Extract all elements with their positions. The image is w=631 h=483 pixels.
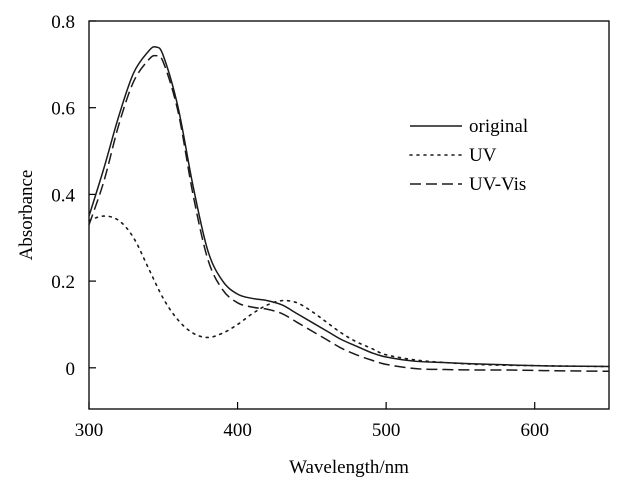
legend-label: UV-Vis — [469, 174, 526, 195]
x-tick-label: 300 — [75, 420, 104, 441]
x-tick-labels: 300 400 500 600 — [75, 420, 549, 441]
x-axis-label: Wavelength/nm — [289, 457, 409, 478]
x-tick-label: 400 — [223, 420, 252, 441]
y-tick-label: 0.8 — [51, 12, 75, 33]
legend-label: original — [469, 116, 528, 137]
legend: original UV UV-Vis — [409, 116, 528, 195]
y-tick-label: 0 — [66, 359, 76, 380]
y-tick-label: 0.2 — [51, 272, 75, 293]
x-tick-label: 500 — [372, 420, 401, 441]
y-axis-label: Absorbance — [16, 170, 37, 261]
series-line-original — [88, 46, 610, 368]
series-line-uv-vis — [88, 54, 610, 373]
plot-frame — [88, 20, 610, 410]
y-tick-label: 0.4 — [51, 185, 75, 206]
legend-label: UV — [469, 145, 497, 166]
series-line-uv — [88, 215, 610, 368]
y-tick-label: 0.6 — [51, 99, 75, 120]
series-lines — [88, 46, 610, 373]
y-tick-labels: 0 0.2 0.4 0.6 0.8 — [51, 12, 75, 380]
tick-marks — [88, 20, 536, 409]
x-tick-label: 600 — [520, 420, 549, 441]
